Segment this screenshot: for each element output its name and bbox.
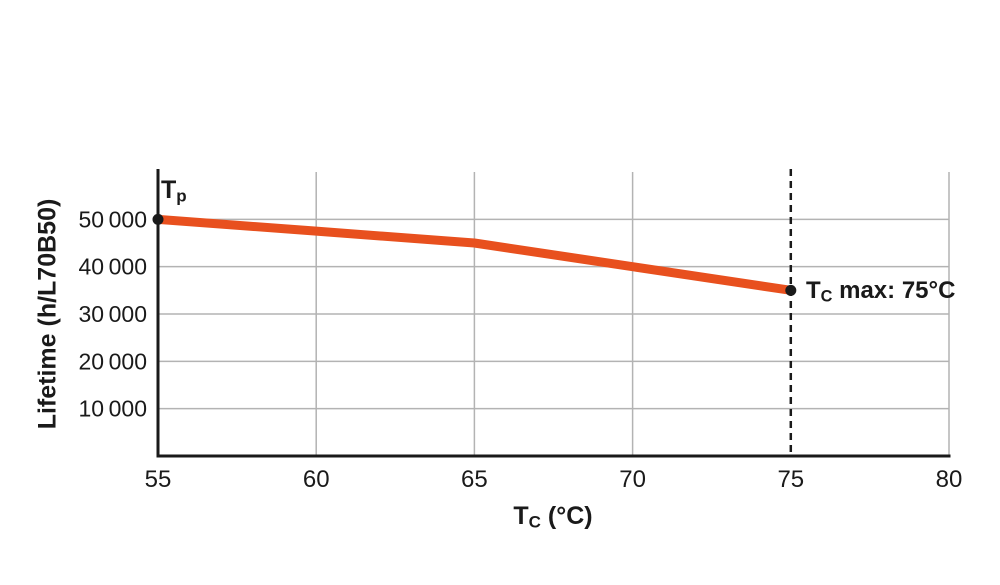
annotation-tc-max-subscript: C bbox=[820, 287, 833, 306]
y-tick-label: 50 000 bbox=[78, 206, 147, 232]
lifetime-line bbox=[157, 214, 792, 295]
y-tick-label: 10 000 bbox=[78, 396, 147, 422]
x-axis-title-main: T bbox=[513, 502, 529, 530]
annotation-tp: Tp bbox=[161, 176, 187, 207]
annotation-tp-main: T bbox=[161, 176, 177, 204]
x-axis-title-subscript: C bbox=[528, 512, 541, 532]
x-tick-label: 65 bbox=[461, 466, 488, 493]
y-tick-label: 30 000 bbox=[78, 301, 147, 327]
annotation-tc-max: TC max: 75°C bbox=[806, 277, 955, 307]
y-tick-label: 20 000 bbox=[78, 348, 147, 374]
y-axis-title: Lifetime (h/L70B50) bbox=[33, 198, 62, 430]
x-tick-label: 70 bbox=[619, 466, 646, 493]
data-point-marker bbox=[152, 213, 164, 225]
y-tick-label: 40 000 bbox=[78, 254, 147, 280]
x-tick-label: 60 bbox=[303, 466, 330, 493]
data-point-marker bbox=[785, 284, 797, 296]
annotation-tc-max-text: max: 75°C bbox=[832, 277, 956, 304]
x-axis-title: TC (°C) bbox=[513, 502, 592, 533]
x-tick-label: 75 bbox=[777, 466, 804, 493]
annotation-tc-max-main: T bbox=[806, 277, 821, 304]
x-axis-title-unit: (°C) bbox=[540, 502, 593, 530]
annotation-tp-subscript: p bbox=[176, 186, 187, 206]
x-tick-label: 55 bbox=[145, 466, 172, 493]
x-tick-label: 80 bbox=[936, 466, 963, 493]
